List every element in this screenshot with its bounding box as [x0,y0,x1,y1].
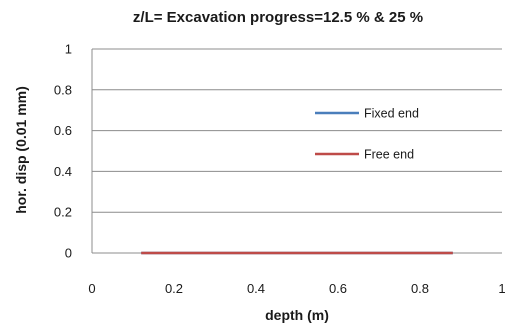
y-axis-ticks: 0 0.2 0.4 0.6 0.8 1 [54,42,72,261]
legend-label-fixed-end: Fixed end [364,107,419,121]
y-tick-label: 1 [65,42,72,57]
y-tick-label: 0.4 [54,164,72,179]
y-tick-label: 0.8 [54,82,72,97]
legend-label-free-end: Free end [364,148,414,162]
grid [91,48,502,254]
x-tick-label: 1 [498,281,505,296]
y-axis-label: hor. disp (0.01 mm) [13,86,29,214]
x-tick-label: 0 [88,281,95,296]
x-axis-label: depth (m) [265,307,329,323]
x-tick-label: 0.2 [165,281,183,296]
y-tick-label: 0.2 [54,205,72,220]
legend: Fixed end Free end [315,107,419,162]
x-axis-ticks: 0 0.2 0.4 0.6 0.8 1 [88,281,505,296]
chart-title: z/L= Excavation progress=12.5 % & 25 % [133,9,423,26]
y-tick-label: 0 [65,246,72,261]
x-tick-label: 0.4 [247,281,265,296]
y-tick-label: 0.6 [54,123,72,138]
x-tick-label: 0.8 [411,281,429,296]
x-tick-label: 0.6 [329,281,347,296]
